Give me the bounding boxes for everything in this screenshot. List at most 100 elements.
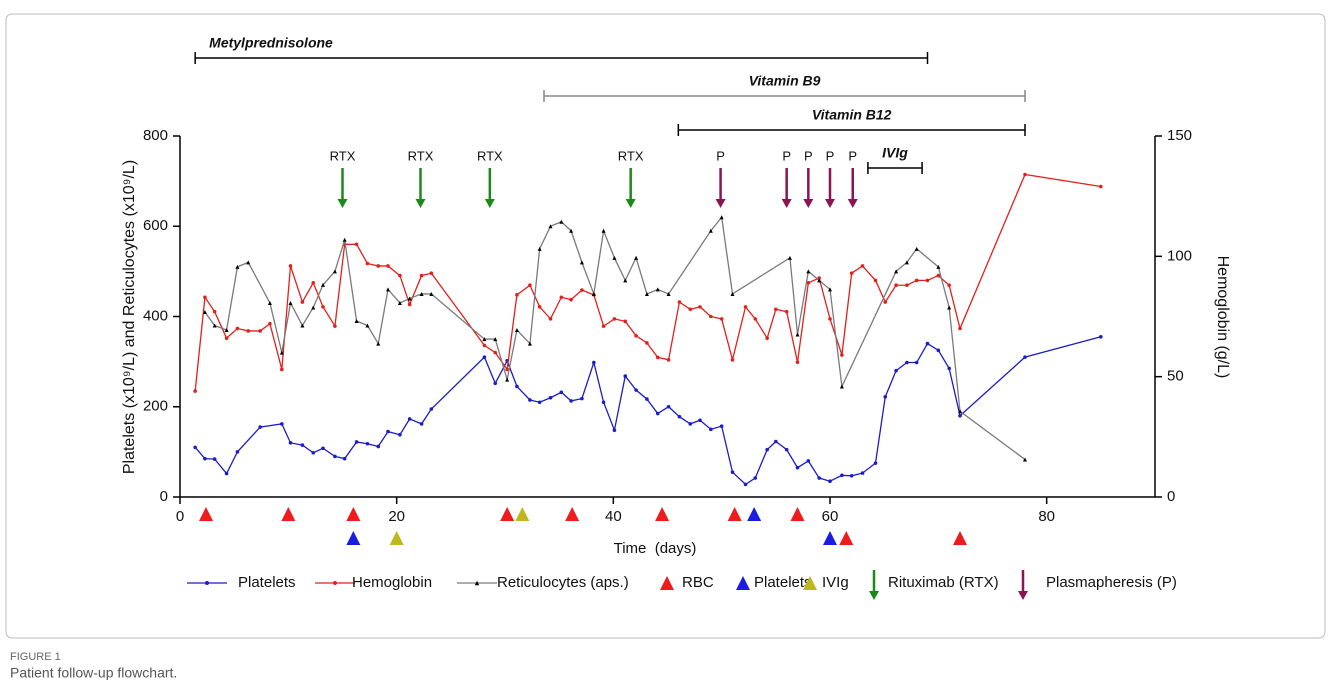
point <box>258 329 262 333</box>
point <box>493 337 498 342</box>
treatment-label: Vitamin B9 <box>749 73 821 89</box>
point <box>559 390 564 395</box>
point <box>698 305 702 309</box>
point <box>537 305 542 309</box>
point <box>354 440 359 444</box>
point <box>203 295 207 300</box>
y2-tick-label: 50 <box>1167 368 1184 385</box>
point <box>321 446 325 451</box>
treatment-arrow-head <box>781 199 792 208</box>
point <box>883 300 888 304</box>
point <box>719 317 724 321</box>
point <box>601 228 606 233</box>
point <box>765 336 769 340</box>
point <box>268 321 272 326</box>
point <box>365 261 370 266</box>
point <box>634 255 639 260</box>
point <box>235 450 240 454</box>
point <box>235 326 240 331</box>
point <box>279 350 284 355</box>
arrow-label: P <box>804 148 813 163</box>
point <box>569 399 573 403</box>
point <box>774 439 778 444</box>
point <box>537 246 542 251</box>
point <box>321 305 325 309</box>
point <box>623 278 628 283</box>
point <box>311 450 316 455</box>
point <box>828 317 832 321</box>
transfusion-marker <box>823 531 837 545</box>
point <box>515 384 519 389</box>
point <box>386 287 390 292</box>
point <box>958 409 962 414</box>
point <box>342 237 347 242</box>
point <box>784 309 789 314</box>
arrow-label: RTX <box>330 148 356 163</box>
transfusion-marker <box>346 531 361 545</box>
point <box>288 300 293 305</box>
point <box>914 246 919 251</box>
point <box>655 287 660 292</box>
point <box>828 479 832 484</box>
point <box>914 360 919 365</box>
series-line <box>194 336 1101 486</box>
transfusion-marker <box>500 507 515 521</box>
point <box>365 441 370 446</box>
point <box>743 482 748 487</box>
legend-marker <box>803 576 817 590</box>
point <box>817 278 822 283</box>
point <box>612 428 617 433</box>
point <box>947 305 952 310</box>
x-axis-title: Time (days) <box>614 540 697 557</box>
transfusion-marker <box>515 507 530 521</box>
point <box>528 398 532 402</box>
transfusion-marker <box>565 507 580 521</box>
point <box>548 395 553 400</box>
point <box>332 269 337 274</box>
point <box>806 459 811 463</box>
point <box>224 328 229 333</box>
point <box>860 264 865 268</box>
point <box>333 324 337 328</box>
point <box>947 283 951 288</box>
point <box>905 283 909 288</box>
point <box>407 302 412 307</box>
point <box>873 278 878 283</box>
point <box>537 400 542 405</box>
point <box>419 273 424 278</box>
point <box>311 281 316 285</box>
point <box>202 309 207 314</box>
legend-arrow-head <box>1018 591 1028 600</box>
point <box>386 264 390 268</box>
point <box>333 454 337 459</box>
point <box>429 407 434 411</box>
y-tick-label: 600 <box>143 217 168 234</box>
x-tick-label: 80 <box>1038 508 1055 525</box>
caption: Patient follow-up flowchart. <box>10 665 177 680</box>
point <box>601 400 606 405</box>
point <box>753 476 758 480</box>
point <box>708 228 713 233</box>
point <box>860 471 865 475</box>
point <box>482 337 487 342</box>
point <box>894 368 898 373</box>
point <box>527 341 532 346</box>
point <box>655 355 660 360</box>
point <box>397 300 402 305</box>
point <box>203 456 207 461</box>
point <box>580 288 584 292</box>
y-axis-title: Platelets (x10⁹/L) and Reticulocytes (x1… <box>121 160 138 474</box>
point <box>591 291 596 296</box>
point <box>514 328 519 333</box>
point <box>645 397 649 401</box>
treatment-label: Metylprednisolone <box>209 35 333 51</box>
point <box>905 360 909 365</box>
point <box>623 319 628 324</box>
point <box>267 300 272 305</box>
point <box>1023 457 1027 462</box>
transfusion-marker <box>346 507 361 521</box>
point <box>806 281 811 285</box>
legend-marker <box>474 580 480 586</box>
